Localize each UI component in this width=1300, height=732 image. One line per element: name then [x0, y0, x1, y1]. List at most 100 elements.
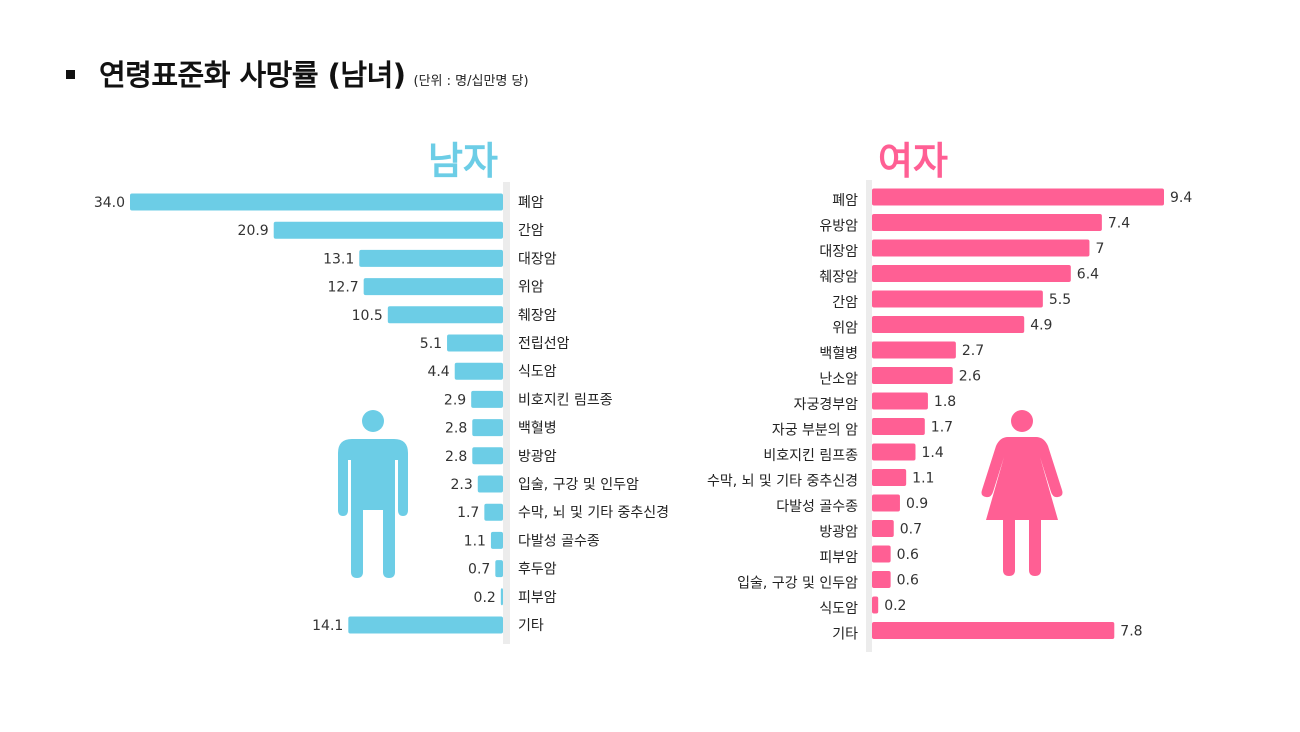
male-bar	[490, 531, 503, 549]
male-category-label: 전립선암	[518, 336, 570, 352]
female-value-label: 0.6	[897, 573, 919, 589]
male-value-label: 5.1	[420, 336, 442, 352]
male-bar	[447, 334, 503, 352]
female-category-label: 피부암	[819, 550, 858, 566]
female-bar	[872, 596, 879, 614]
female-bar	[872, 622, 1115, 639]
male-bar	[273, 221, 503, 239]
female-category-label: 폐암	[832, 193, 858, 209]
male-category-label: 입술, 구강 및 인두암	[518, 477, 639, 493]
female-category-label: 자궁경부암	[794, 397, 859, 413]
male-bar	[348, 616, 503, 634]
male-category-label: 간암	[518, 223, 544, 239]
female-value-label: 1.7	[931, 420, 953, 436]
male-bar	[500, 588, 503, 606]
male-category-label: 수막, 뇌 및 기타 중추신경	[518, 505, 669, 521]
female-bar	[872, 520, 894, 537]
female-category-label: 위암	[832, 321, 858, 337]
female-bar	[872, 571, 891, 588]
male-category-label: 피부암	[518, 590, 557, 606]
male-value-label: 0.7	[468, 562, 490, 578]
male-axis-line	[503, 182, 510, 644]
male-chart-title: 남자	[428, 139, 498, 183]
female-bar-chart: 9.4 폐암 7.4 유방암 7 대장암 6.4 췌장암 5.5 간암 4.9 위암 2.7 백혈병 2.6…	[707, 180, 1192, 652]
female-category-label: 유방암	[819, 219, 858, 235]
page-title: 연령표준화 사망률 (남녀)	[99, 58, 406, 92]
male-bar	[495, 560, 503, 578]
male-figure-icon	[338, 410, 408, 578]
female-value-label: 4.9	[1030, 318, 1052, 334]
female-bar	[872, 418, 925, 435]
female-bar	[872, 545, 891, 563]
female-bar	[872, 290, 1043, 308]
male-value-label: 20.9	[238, 223, 269, 239]
female-category-label: 백혈병	[819, 346, 858, 362]
male-category-label: 췌장암	[518, 308, 557, 324]
male-bar-chart: 34.0 폐암 20.9 간암 13.1 대장암 12.7 위암 10.5 췌장암 5.1 전립선암 4…	[94, 182, 669, 644]
female-category-label: 입술, 구강 및 인두암	[737, 576, 858, 592]
female-category-label: 비호지킨 림프종	[763, 448, 858, 464]
female-bar	[872, 316, 1025, 333]
female-value-label: 0.7	[900, 522, 922, 538]
female-value-label: 6.4	[1077, 267, 1099, 283]
unit-note: (단위 : 명/십만명 당)	[413, 74, 529, 89]
female-bar	[872, 265, 1071, 282]
female-bar	[872, 188, 1164, 206]
male-bar	[472, 419, 503, 437]
female-bar	[872, 214, 1102, 231]
male-category-label: 백혈병	[518, 421, 557, 437]
female-category-label: 대장암	[819, 244, 858, 260]
female-value-label: 0.6	[897, 547, 919, 563]
male-value-label: 12.7	[328, 280, 359, 296]
male-category-label: 대장암	[518, 251, 557, 267]
female-category-label: 난소암	[819, 372, 858, 388]
female-value-label: 9.4	[1170, 190, 1192, 206]
female-category-label: 췌장암	[819, 270, 858, 286]
male-category-label: 기타	[518, 618, 544, 634]
male-bar	[471, 390, 503, 408]
female-category-label: 자궁 부분의 암	[772, 423, 858, 439]
male-bar	[472, 447, 503, 465]
male-bar	[387, 306, 503, 324]
male-category-label: 식도암	[518, 364, 557, 380]
female-chart-title: 여자	[878, 139, 948, 183]
male-value-label: 2.8	[445, 421, 467, 437]
male-value-label: 1.7	[457, 505, 479, 521]
female-value-label: 7.8	[1120, 624, 1142, 640]
female-value-label: 1.4	[921, 445, 943, 461]
male-bar	[130, 193, 503, 211]
male-value-label: 2.3	[451, 477, 473, 493]
male-bar	[363, 278, 503, 296]
female-value-label: 2.7	[962, 343, 984, 359]
male-value-label: 34.0	[94, 195, 125, 211]
male-value-label: 2.8	[445, 449, 467, 465]
page-title-row: 연령표준화 사망률 (남녀) (단위 : 명/십만명 당)	[66, 52, 529, 94]
female-figure-icon	[981, 410, 1063, 576]
female-bar	[872, 469, 907, 486]
male-value-label: 4.4	[427, 364, 449, 380]
male-category-label: 위암	[518, 280, 544, 296]
female-category-label: 식도암	[819, 601, 858, 617]
female-value-label: 7.4	[1108, 216, 1130, 232]
female-category-label: 방광암	[819, 525, 858, 541]
female-axis-line	[866, 180, 872, 652]
female-bar	[872, 341, 956, 359]
female-bar	[872, 239, 1090, 257]
male-value-label: 13.1	[323, 251, 354, 267]
female-value-label: 1.8	[934, 394, 956, 410]
female-value-label: 5.5	[1049, 292, 1071, 308]
female-value-label: 0.2	[884, 598, 906, 614]
male-bar	[359, 249, 503, 267]
male-value-label: 2.9	[444, 392, 466, 408]
female-value-label: 1.1	[912, 471, 934, 487]
male-bar	[454, 362, 503, 380]
female-bar	[872, 443, 916, 461]
female-category-label: 간암	[832, 295, 858, 311]
female-value-label: 0.9	[906, 496, 928, 512]
male-bar	[484, 503, 503, 521]
male-category-label: 다발성 골수종	[518, 533, 600, 549]
male-category-label: 비호지킨 림프종	[518, 392, 613, 408]
male-category-label: 후두암	[518, 562, 557, 578]
female-bar	[872, 392, 928, 410]
